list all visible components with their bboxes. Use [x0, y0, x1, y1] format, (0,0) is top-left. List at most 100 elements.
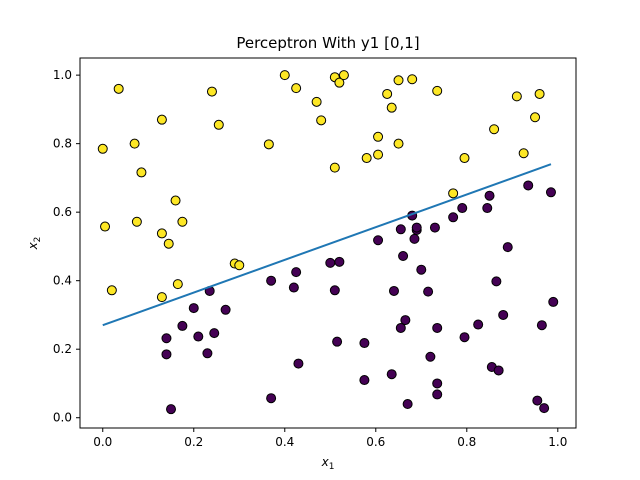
data-point-class-0: [395, 224, 406, 235]
data-point-class-0: [202, 348, 213, 359]
data-point-class-1: [518, 148, 529, 159]
data-point-class-1: [382, 88, 393, 99]
decision-boundary-line: [102, 163, 552, 327]
data-point-class-1: [131, 216, 142, 227]
axes-frame: [79, 57, 577, 429]
data-point-class-0: [266, 393, 277, 404]
y-tick-label: 0.4: [53, 274, 72, 288]
data-point-class-0: [220, 304, 231, 315]
data-point-class-0: [409, 233, 420, 244]
data-point-class-1: [129, 138, 140, 149]
y-tick-label: 0.8: [53, 137, 72, 151]
data-point-class-0: [548, 296, 559, 307]
data-point-class-0: [266, 275, 277, 286]
data-point-class-0: [161, 349, 172, 360]
data-point-class-1: [291, 83, 302, 94]
y-tick-label: 0.0: [53, 411, 72, 425]
data-point-class-0: [329, 285, 340, 296]
data-point-class-1: [407, 74, 418, 85]
data-point-class-0: [423, 286, 434, 297]
data-point-class-0: [536, 320, 547, 331]
y-axis-ticks: 0.0 0.2 0.4 0.6 0.8 1.0: [53, 68, 80, 425]
data-point-class-1: [263, 139, 274, 150]
data-point-class-0: [523, 180, 534, 191]
data-point-class-1: [489, 124, 500, 135]
data-point-class-0: [532, 395, 543, 406]
y-axis-label: x2: [26, 237, 43, 251]
data-point-class-0: [491, 276, 502, 287]
data-point-class-0: [432, 378, 443, 389]
data-point-class-1: [234, 260, 245, 271]
data-point-class-0: [498, 309, 509, 320]
data-point-class-1: [113, 83, 124, 94]
data-point-class-1: [279, 70, 290, 81]
data-point-class-0: [373, 235, 384, 246]
data-point-class-1: [156, 292, 167, 303]
data-point-class-0: [402, 399, 413, 410]
data-point-class-0: [291, 267, 302, 278]
data-point-class-0: [502, 242, 513, 253]
x-axis-ticks: 0.0 0.2 0.4 0.6 0.8 1.0: [93, 428, 567, 449]
data-point-class-1: [386, 102, 397, 113]
data-point-class-0: [473, 319, 484, 330]
data-point-class-0: [448, 212, 459, 223]
data-point-class-1: [393, 75, 404, 86]
y-tick-label: 0.2: [53, 342, 72, 356]
data-point-class-1: [97, 143, 108, 154]
data-point-class-0: [539, 403, 550, 414]
data-point-class-1: [100, 221, 111, 232]
data-point-class-1: [213, 119, 224, 130]
chart-title: Perceptron With y1 [0,1]: [236, 34, 419, 52]
data-point-class-1: [393, 138, 404, 149]
data-point-class-1: [459, 153, 470, 164]
data-point-class-0: [325, 257, 336, 268]
y-tick-label: 1.0: [53, 68, 72, 82]
data-point-class-0: [388, 285, 399, 296]
data-point-class-1: [432, 85, 443, 96]
data-point-class-0: [484, 190, 495, 201]
data-point-class-0: [161, 333, 172, 344]
data-point-class-1: [329, 162, 340, 173]
data-point-class-1: [136, 167, 147, 178]
plot-area: [97, 70, 559, 415]
data-point-class-0: [482, 203, 493, 214]
data-point-class-0: [411, 222, 422, 233]
data-point-class-0: [288, 282, 299, 293]
data-point-class-0: [386, 369, 397, 380]
data-point-class-0: [334, 256, 345, 267]
data-point-class-1: [534, 88, 545, 99]
data-point-class-1: [206, 86, 217, 97]
data-point-class-1: [361, 153, 372, 164]
x-tick-label: 0.6: [366, 435, 385, 449]
data-point-class-0: [545, 187, 556, 198]
data-point-class-1: [172, 279, 183, 290]
data-point-class-0: [209, 328, 220, 339]
data-point-class-0: [359, 375, 370, 386]
data-point-class-0: [457, 203, 468, 214]
data-point-class-1: [373, 149, 384, 160]
data-point-class-1: [163, 238, 174, 249]
data-point-class-1: [177, 216, 188, 227]
data-point-class-0: [332, 336, 343, 347]
x-tick-label: 1.0: [548, 435, 567, 449]
data-point-class-0: [493, 365, 504, 376]
x-tick-label: 0.8: [457, 435, 476, 449]
data-point-class-1: [316, 115, 327, 126]
data-point-class-0: [432, 322, 443, 333]
data-point-class-0: [188, 303, 199, 314]
x-tick-label: 0.0: [93, 435, 112, 449]
data-point-class-0: [193, 331, 204, 342]
data-point-class-1: [448, 188, 459, 199]
data-point-class-1: [170, 195, 181, 206]
data-point-class-1: [334, 77, 345, 88]
data-point-class-0: [177, 320, 188, 331]
data-point-class-1: [530, 112, 541, 123]
data-point-class-1: [338, 70, 349, 81]
data-point-class-1: [511, 91, 522, 102]
data-point-class-0: [432, 389, 443, 400]
data-point-class-1: [106, 285, 117, 296]
data-point-class-0: [416, 264, 427, 275]
data-point-class-0: [459, 332, 470, 343]
data-point-class-1: [311, 96, 322, 107]
